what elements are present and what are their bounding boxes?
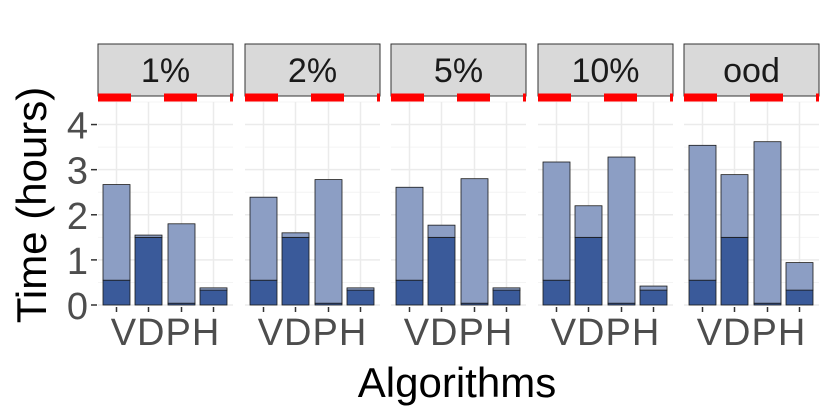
bar-segment-base [639, 289, 668, 306]
bar-segment-top [639, 285, 668, 291]
bar-segment-top [460, 178, 489, 304]
x-tick-labels: VDPH [111, 312, 221, 354]
bar-segment-top [492, 287, 521, 291]
bar-segment-top [134, 234, 163, 238]
facet-label: 1% [141, 52, 190, 90]
bar-segment-top [102, 184, 131, 281]
y-tick-label: 3 [67, 151, 88, 193]
facet-strip [244, 43, 381, 97]
bar-segment-top [607, 156, 636, 304]
bar-segment-top [199, 287, 228, 291]
bar-segment-top [720, 174, 749, 238]
bar-segment-base [427, 236, 456, 306]
facet-label: 5% [434, 52, 483, 90]
bar-segment-top [167, 223, 196, 304]
bar-segment-base [249, 279, 278, 306]
bar-segment-base [720, 236, 749, 306]
x-tick-labels: VDPH [404, 312, 514, 354]
bar-segment-base [785, 289, 814, 306]
x-tick-labels: VDPH [551, 312, 661, 354]
bar-segment-top [314, 179, 343, 304]
y-axis-title: Time (hours) [8, 87, 55, 323]
bar-segment-top [542, 161, 571, 281]
facet-strip [390, 43, 527, 97]
bar-segment-top [753, 141, 782, 304]
bar-segment-base [395, 279, 424, 306]
bar-segment-base [688, 279, 717, 306]
x-axis: VDPH VDPH VDPH VDPH VDPH [111, 307, 807, 354]
y-tick-label: 1 [67, 241, 88, 283]
bar-segment-base [134, 236, 163, 306]
bar-segment-top [427, 224, 456, 238]
x-tick-labels: VDPH [697, 312, 807, 354]
bar-segment-base [346, 289, 375, 306]
bar-segment-top [688, 144, 717, 281]
facet-strip [97, 43, 234, 97]
y-tick-label: 0 [67, 286, 88, 328]
facet-label: ood [723, 52, 780, 90]
bar-segment-base [542, 279, 571, 306]
bar-segment-top [249, 196, 278, 281]
facet-panel: 1% [97, 43, 234, 306]
facet-label: 10% [571, 52, 639, 90]
facet-label: 2% [288, 52, 337, 90]
x-axis-title: Algorithms [358, 359, 556, 406]
facet-panel: 2% [244, 43, 381, 306]
facet-strip [683, 43, 820, 97]
bar-segment-base [102, 279, 131, 306]
bar-segment-base [199, 289, 228, 306]
facet-strip [537, 43, 674, 97]
bar-segment-top [395, 186, 424, 281]
facet-panel: 5% [390, 43, 527, 306]
bar-segment-base [281, 236, 310, 306]
facet-panel: 10% [537, 43, 674, 306]
x-tick-labels: VDPH [258, 312, 368, 354]
bar-segment-top [785, 262, 814, 291]
facet-panel: ood [683, 43, 820, 306]
bar-segment-top [346, 287, 375, 291]
facet-panels: 1% 2% 5% 10% ood [97, 43, 820, 306]
bar-segment-base [574, 236, 603, 306]
bar-segment-base [492, 289, 521, 306]
y-tick-label: 4 [67, 106, 88, 148]
bar-segment-top [574, 205, 603, 238]
y-tick-label: 2 [67, 196, 88, 238]
bar-segment-top [281, 232, 310, 238]
